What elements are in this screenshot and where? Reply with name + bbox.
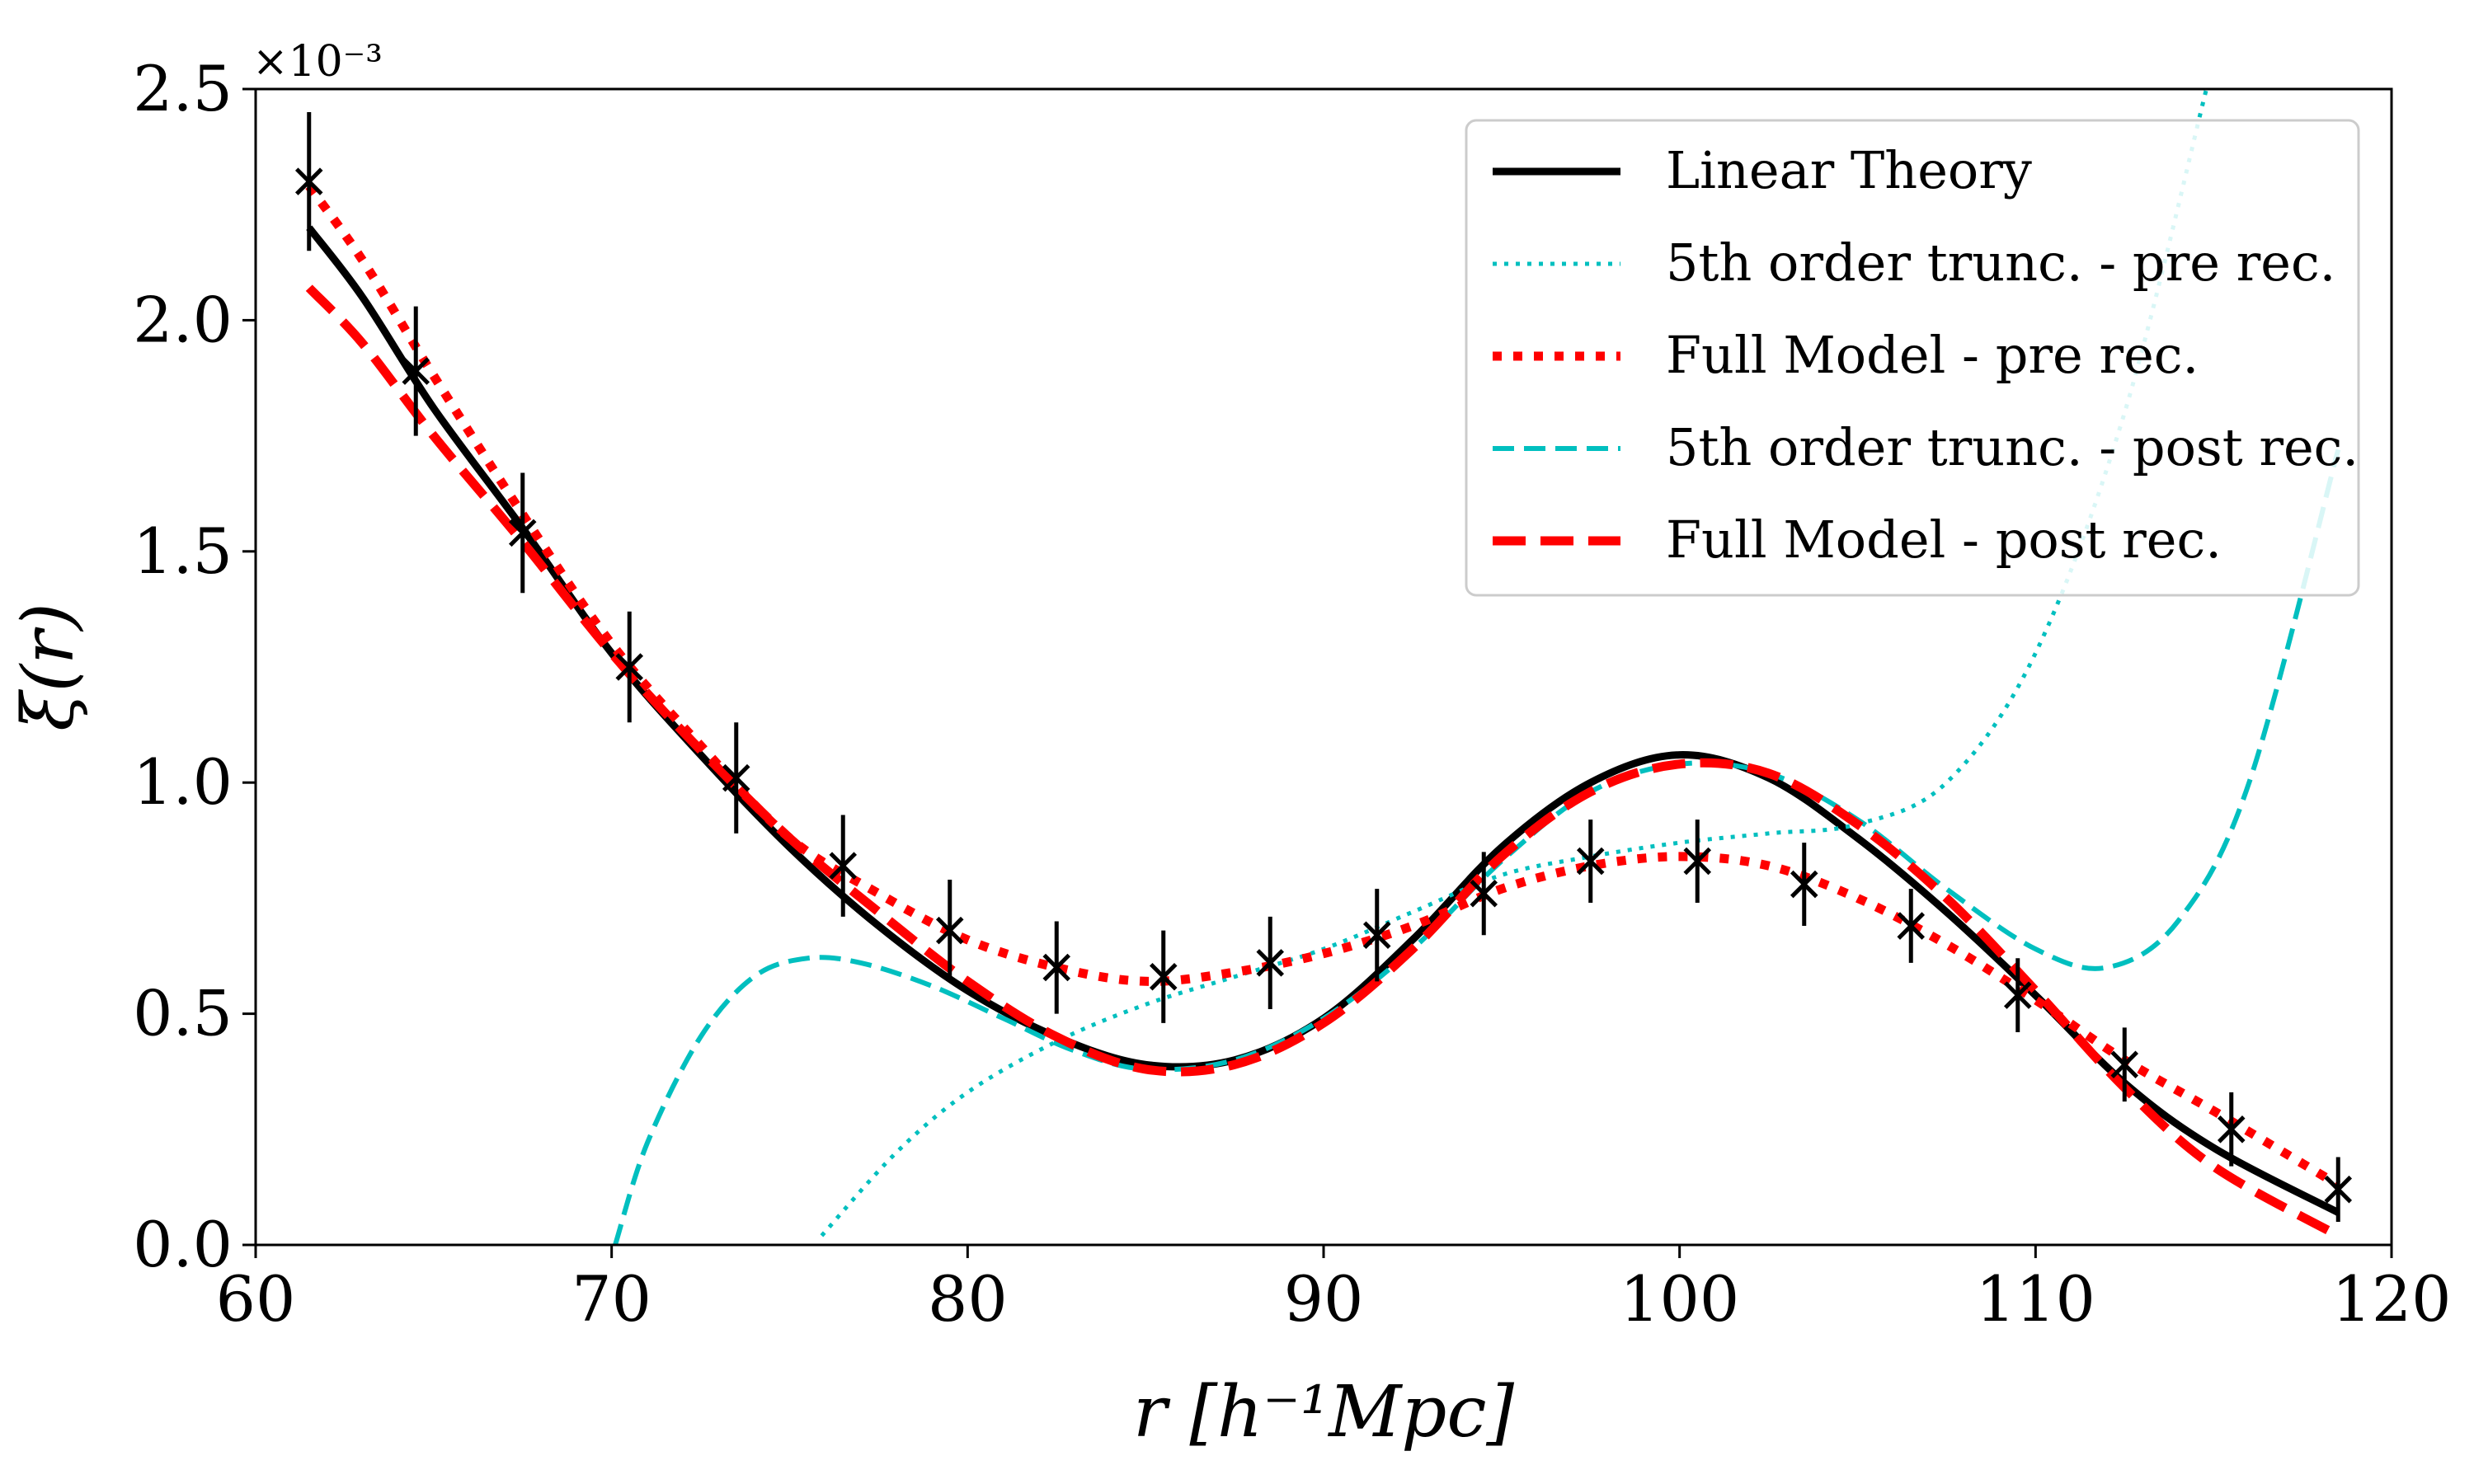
y-axis-label: ξ(r) (7, 603, 90, 731)
legend-label: Full Model - post rec. (1666, 510, 2222, 570)
x-marker (1790, 870, 1818, 899)
x-tick-label: 80 (928, 1262, 1008, 1336)
x-tick-label: 60 (216, 1262, 296, 1336)
series-line-5th-order-trunc-pre-rec (820, 89, 2208, 1237)
x-marker (402, 357, 430, 385)
y-tick-label: 1.5 (133, 514, 233, 588)
x-marker (294, 167, 323, 195)
series-line-full-model-post-rec (305, 284, 2340, 1240)
x-tick-label: 90 (1284, 1262, 1364, 1336)
x-marker (1897, 912, 1926, 940)
x-tick-label: 70 (571, 1262, 651, 1336)
legend: Linear Theory 5th order trunc. - pre rec.… (1465, 119, 2360, 597)
x-tick-label: 100 (1620, 1262, 1739, 1336)
y-tick-label: 0.0 (133, 1208, 233, 1281)
data-point (1470, 852, 1498, 936)
x-marker (1470, 880, 1498, 908)
data-point (1790, 843, 1818, 927)
x-marker (615, 653, 644, 681)
data-point (1576, 819, 1605, 904)
x-marker (508, 519, 537, 547)
series-layer (305, 89, 2341, 1245)
x-axis-label: r [h⁻¹Mpc] (1133, 1371, 1515, 1453)
legend-label: Full Model - pre rec. (1666, 325, 2199, 385)
data-point (508, 472, 537, 594)
data-point (1149, 930, 1178, 1023)
data-point (1256, 916, 1285, 1009)
y-tick-label: 1.0 (133, 745, 233, 819)
x-marker (1362, 921, 1391, 950)
legend-entry-linear-theory: Linear Theory (1493, 140, 2032, 200)
y-scale-label: ×10⁻³ (252, 37, 383, 87)
x-marker (722, 763, 750, 792)
legend-label: Linear Theory (1666, 140, 2032, 200)
x-marker (2217, 1115, 2246, 1144)
x-tick-label: 110 (1976, 1262, 2095, 1336)
data-point (1362, 889, 1391, 982)
data-point (722, 722, 750, 834)
legend-entry-5th-order-trunc-post-rec: 5th order trunc. - post rec. (1493, 417, 2359, 477)
x-tick-label: 120 (2331, 1262, 2451, 1336)
data-point (2217, 1092, 2246, 1167)
data-point (615, 611, 644, 723)
legend-entry-full-model-pre-rec: Full Model - pre rec. (1493, 325, 2199, 385)
data-point (935, 879, 964, 982)
x-marker (1576, 847, 1605, 876)
data-point (294, 112, 323, 251)
legend-label: 5th order trunc. - post rec. (1666, 417, 2359, 477)
y-tick-label: 0.5 (133, 977, 233, 1050)
y-tick-label: 2.5 (133, 52, 233, 125)
data-point (2324, 1157, 2353, 1222)
legend-entry-5th-order-trunc-pre-rec: 5th order trunc. - pre rec. (1493, 232, 2335, 293)
data-point (1683, 819, 1712, 904)
data-point (2110, 1027, 2139, 1102)
data-point (402, 306, 430, 436)
x-marker (1683, 847, 1712, 876)
x-axis: 60 70 80 90 100 110 120 (216, 1245, 2452, 1336)
x-marker (1149, 962, 1178, 991)
x-marker (1256, 949, 1285, 977)
x-marker (1042, 953, 1071, 982)
data-point (1042, 921, 1071, 1014)
series-line-full-model-pre-rec (305, 183, 2341, 1189)
data-point (829, 815, 858, 917)
legend-entry-full-model-post-rec: Full Model - post rec. (1493, 510, 2222, 570)
y-axis: 0.0 0.5 1.0 1.5 2.0 2.5 (133, 52, 256, 1281)
x-marker (2324, 1175, 2353, 1204)
x-marker (2110, 1050, 2139, 1079)
y-tick-label: 2.0 (133, 283, 233, 356)
x-marker (935, 916, 964, 945)
data-point (2003, 958, 2032, 1033)
legend-label: 5th order trunc. - pre rec. (1666, 232, 2335, 293)
x-marker (829, 852, 858, 880)
data-points-layer (294, 112, 2353, 1222)
legend-box (1465, 119, 2360, 597)
x-marker (2003, 981, 2032, 1009)
series-line-5th-order-trunc-post-rec (613, 448, 2341, 1245)
data-point (1897, 889, 1926, 963)
